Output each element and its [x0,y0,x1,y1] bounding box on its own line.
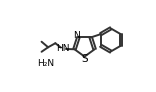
Text: S: S [81,54,88,64]
Text: HN: HN [56,44,70,53]
Text: N: N [73,31,80,40]
Text: H₂N: H₂N [38,59,55,68]
